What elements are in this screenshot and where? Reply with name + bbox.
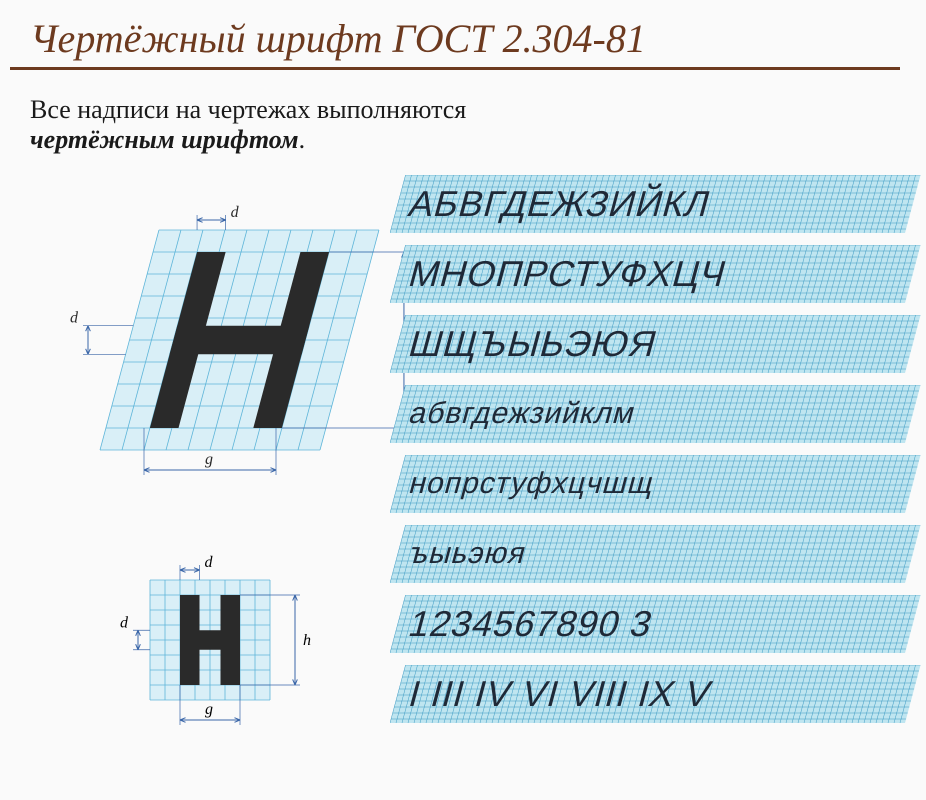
strip-text: абвгдежзийклм — [405, 397, 639, 431]
svg-text:d: d — [120, 614, 129, 631]
title-underline — [10, 67, 900, 70]
alphabet-strip: ШЩЪЫЬЭЮЯ — [390, 315, 905, 373]
strip-text: нопрстуфхцчшщ — [405, 467, 658, 501]
strip-text: ъыьэюя — [405, 537, 530, 571]
svg-text:h: h — [303, 632, 311, 649]
content-area: d d g h d d g h АБВГДЕЖЗИЙКЛ МНОПРСТУФХЦЧ ШЩЪЫ… — [0, 160, 926, 800]
strip-text: АБВГДЕЖЗИЙКЛ — [404, 183, 715, 225]
strip-text: 1234567890 3 — [404, 603, 658, 645]
svg-text:g: g — [205, 451, 213, 468]
alphabet-strip: абвгдежзийклм — [390, 385, 905, 443]
subtitle: Все надписи на чертежах выполняются черт… — [0, 90, 926, 160]
alphabet-strip: ъыьэюя — [390, 525, 905, 583]
strip-text: ШЩЪЫЬЭЮЯ — [404, 323, 662, 365]
svg-text:d: d — [205, 554, 214, 571]
diagram-svg: ddgh — [60, 190, 429, 490]
alphabet-strip: 1234567890 3 — [390, 595, 905, 653]
subtitle-period: . — [299, 125, 306, 154]
alphabet-strips: АБВГДЕЖЗИЙКЛ МНОПРСТУФХЦЧ ШЩЪЫЬЭЮЯ абвгд… — [390, 175, 905, 735]
alphabet-strip: нопрстуфхцчшщ — [390, 455, 905, 513]
strip-text: МНОПРСТУФХЦЧ — [404, 253, 731, 295]
diagram-svg: d d g h — [110, 540, 320, 740]
page-title: Чертёжный шрифт ГОСТ 2.304-81 — [0, 0, 926, 67]
svg-text:d: d — [70, 310, 79, 327]
svg-text:d: d — [231, 204, 240, 221]
svg-text:g: g — [205, 701, 213, 718]
alphabet-strip: МНОПРСТУФХЦЧ — [390, 245, 905, 303]
diagram-big: ddgh — [60, 190, 429, 495]
subtitle-plain: Все надписи на чертежах выполняются — [30, 95, 466, 124]
alphabet-strip: АБВГДЕЖЗИЙКЛ — [390, 175, 905, 233]
diagram-small: d d g h — [110, 540, 320, 745]
subtitle-bold: чертёжным шрифтом — [30, 125, 299, 154]
alphabet-strip: I III IV VI VIII IX V — [390, 665, 905, 723]
strip-text: I III IV VI VIII IX V — [404, 673, 716, 715]
